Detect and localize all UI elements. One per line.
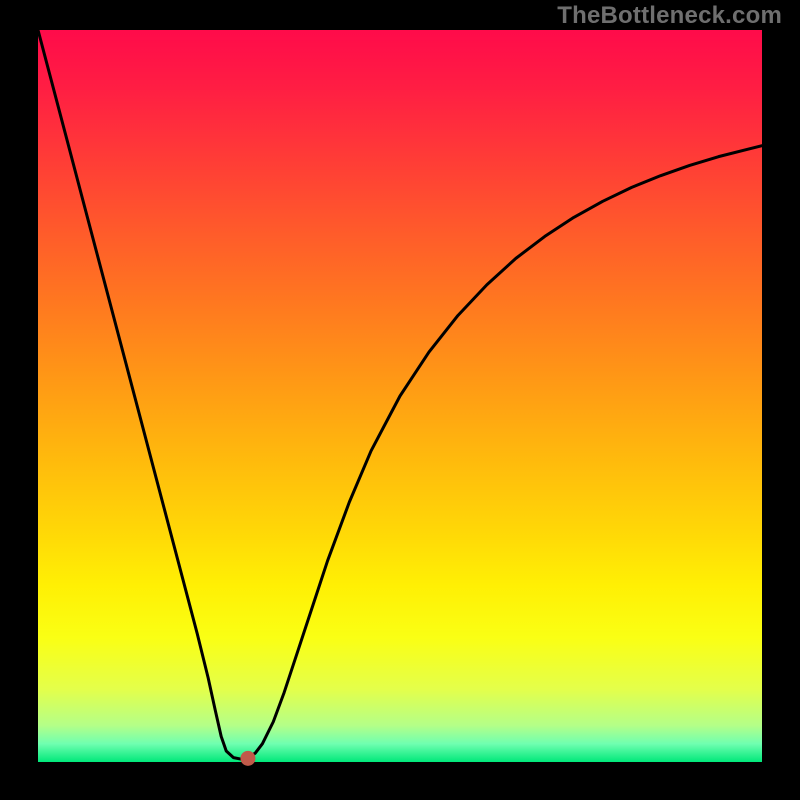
optimum-marker xyxy=(241,751,255,765)
watermark-text: TheBottleneck.com xyxy=(557,2,782,30)
chart-root: TheBottleneck.com xyxy=(0,0,800,800)
bottleneck-chart xyxy=(0,0,800,800)
